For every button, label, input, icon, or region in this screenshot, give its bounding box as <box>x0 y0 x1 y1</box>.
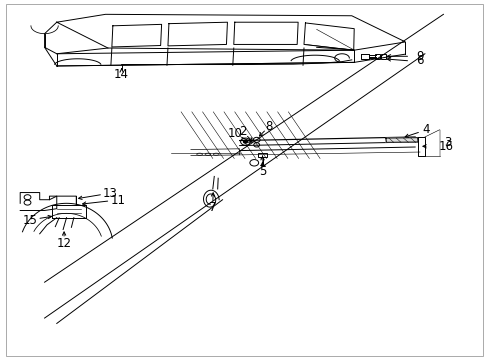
Text: 1: 1 <box>258 156 266 169</box>
Circle shape <box>243 140 247 143</box>
Bar <box>257 153 267 157</box>
Text: 6: 6 <box>415 54 423 67</box>
Bar <box>380 54 385 59</box>
Text: 3: 3 <box>444 136 451 149</box>
Text: 16: 16 <box>438 140 453 153</box>
Text: 9: 9 <box>415 50 423 63</box>
Text: 8: 8 <box>264 121 272 134</box>
Text: 7: 7 <box>209 202 216 215</box>
Text: 13: 13 <box>103 187 118 200</box>
Text: 5: 5 <box>258 165 265 177</box>
Text: 4: 4 <box>421 122 429 136</box>
Text: 12: 12 <box>57 237 71 250</box>
Text: 14: 14 <box>114 68 129 81</box>
Text: 10: 10 <box>227 127 242 140</box>
Polygon shape <box>385 138 417 142</box>
Text: 11: 11 <box>110 194 125 207</box>
Text: 15: 15 <box>22 214 37 227</box>
Bar <box>374 54 379 59</box>
Text: 2: 2 <box>239 125 246 139</box>
